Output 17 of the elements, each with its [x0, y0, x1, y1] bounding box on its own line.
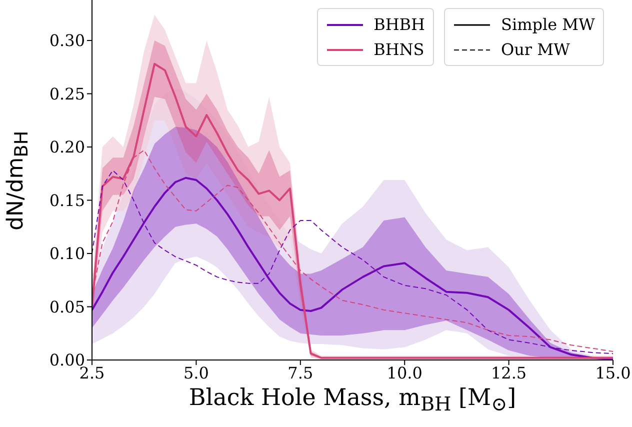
- x-tick-label: 12.5: [490, 363, 527, 382]
- legend-label: BHBH: [374, 14, 425, 36]
- y-tick-label: 0.25: [49, 84, 85, 104]
- y-tick-label: 0.20: [49, 138, 85, 157]
- y-tick-label: 0.05: [49, 297, 85, 316]
- style-legend: Simple MW Our MW: [444, 8, 604, 66]
- x-tick-label: 5.0: [183, 363, 209, 382]
- annotation: Our MW: [501, 39, 570, 61]
- y-tick-label: 0.10: [49, 244, 85, 264]
- x-tick-label: 15.0: [595, 363, 631, 382]
- x-axis-title: Black Hole Mass, m$_{BH}$ [M$_{⊙}$]: [188, 385, 518, 416]
- y-tick-label: 0.30: [49, 31, 85, 50]
- x-tick-label: 7.5: [288, 363, 314, 382]
- legend-label: BHNS: [374, 39, 424, 61]
- x-tick-label: 10.0: [386, 363, 422, 382]
- annotation: Simple MW: [501, 14, 595, 36]
- y-tick-label: 0.15: [49, 190, 85, 210]
